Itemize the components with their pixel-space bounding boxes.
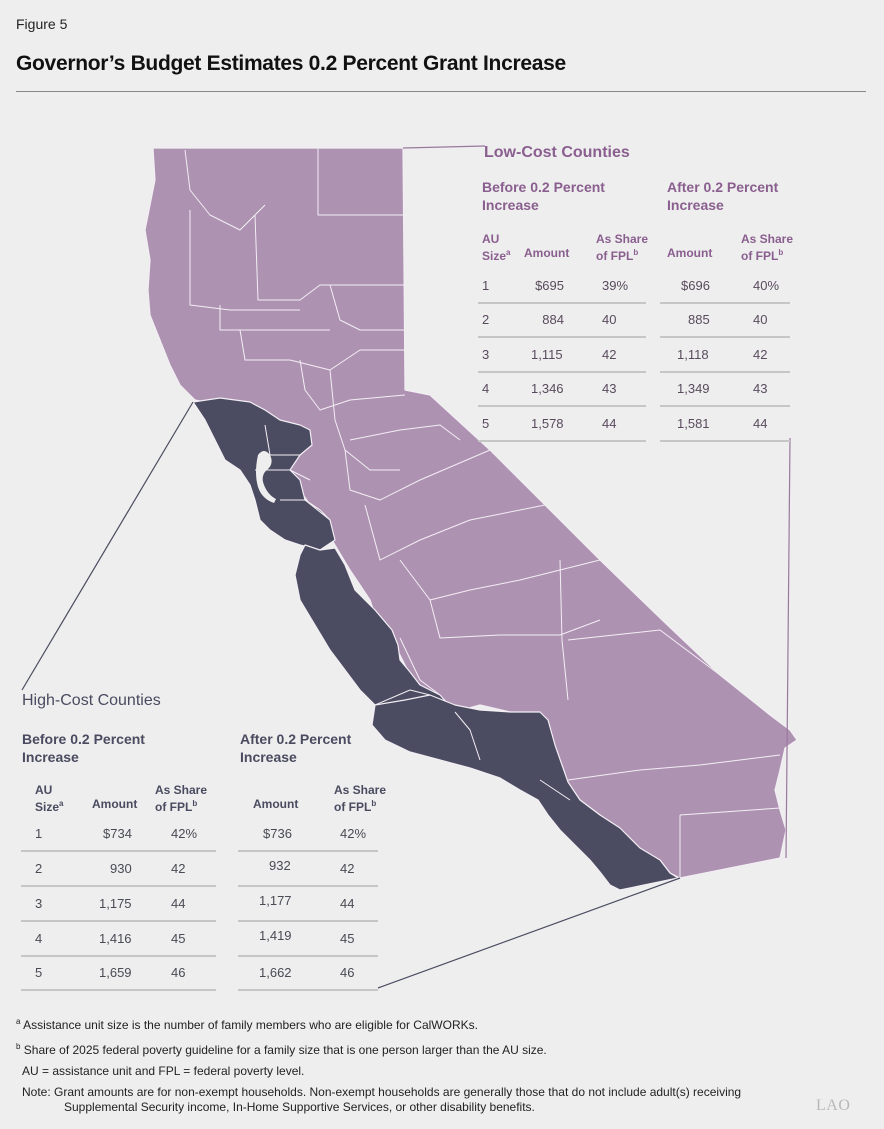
table-row: 3 1,115 42 [478, 337, 646, 373]
low-cost-after-heading: After 0.2 Percent Increase [667, 179, 779, 213]
figure-label: Figure 5 [16, 16, 68, 32]
high-cost-before-heading: Before 0.2 Percent Increase [22, 731, 145, 765]
table-row: 885 40 [660, 302, 790, 338]
high-cost-title: High-Cost Counties [22, 692, 161, 709]
table-row: 2 884 40 [478, 302, 646, 338]
table-row: 5 1,659 46 [21, 955, 216, 991]
high-cost-connector-top [21, 401, 194, 691]
high-cost-col-au-size: AU Sizea [35, 783, 64, 814]
table-row: 1,177 44 [238, 886, 378, 922]
high-cost-col-after-share: As Share of FPLb [334, 783, 387, 814]
table-row: 4 1,416 45 [21, 921, 216, 957]
table-row: 1 $695 39% [478, 268, 646, 304]
high-cost-southern-ca [371, 694, 679, 891]
table-row: 1,419 45 [238, 921, 378, 957]
lao-logo: LAO [816, 1097, 851, 1114]
high-cost-col-after-amount: Amount [253, 797, 299, 811]
low-cost-col-au-size: AU Sizea [482, 232, 511, 263]
high-cost-after-heading: After 0.2 Percent Increase [240, 731, 352, 765]
table-row: 5 1,578 44 [478, 406, 646, 442]
low-cost-col-after-share: As Share of FPLb [741, 232, 794, 263]
title-divider [16, 91, 866, 92]
table-row: 2 930 42 [21, 851, 216, 887]
table-row: 1,581 44 [660, 406, 790, 442]
footnote-a: a Assistance unit size is the number of … [16, 1017, 478, 1032]
abbreviations: AU = assistance unit and FPL = federal p… [22, 1064, 305, 1078]
note: Note: Grant amounts are for non-exempt h… [22, 1085, 742, 1114]
table-row: 1,349 43 [660, 371, 790, 407]
high-cost-connector-bottom [377, 877, 681, 989]
county-borders [184, 148, 781, 878]
sf-bay [256, 451, 276, 503]
table-row: $696 40% [660, 268, 790, 304]
low-cost-col-before-amount: Amount [524, 246, 570, 260]
table-row: $736 42% [238, 816, 378, 852]
figure-title: Governor’s Budget Estimates 0.2 Percent … [16, 52, 566, 75]
table-row: 1 $734 42% [21, 816, 216, 852]
footnotes: a Assistance unit size is the number of … [16, 1014, 741, 1115]
low-cost-connector-top [402, 145, 486, 149]
table-row: 1,118 42 [660, 337, 790, 373]
high-cost-col-before-amount: Amount [92, 797, 138, 811]
table-row: 932 42 [238, 851, 378, 887]
high-cost-col-before-share: As Share of FPLb [155, 783, 208, 814]
low-cost-connector-right [785, 437, 791, 859]
low-cost-col-before-share: As Share of FPLb [596, 232, 649, 263]
footnote-b: b Share of 2025 federal poverty guidelin… [16, 1042, 547, 1057]
low-cost-before-heading: Before 0.2 Percent Increase [482, 179, 605, 213]
table-row: 1,662 46 [238, 955, 378, 991]
table-row: 3 1,175 44 [21, 886, 216, 922]
table-row: 4 1,346 43 [478, 371, 646, 407]
low-cost-col-after-amount: Amount [667, 246, 713, 260]
low-cost-title: Low-Cost Counties [484, 144, 630, 161]
